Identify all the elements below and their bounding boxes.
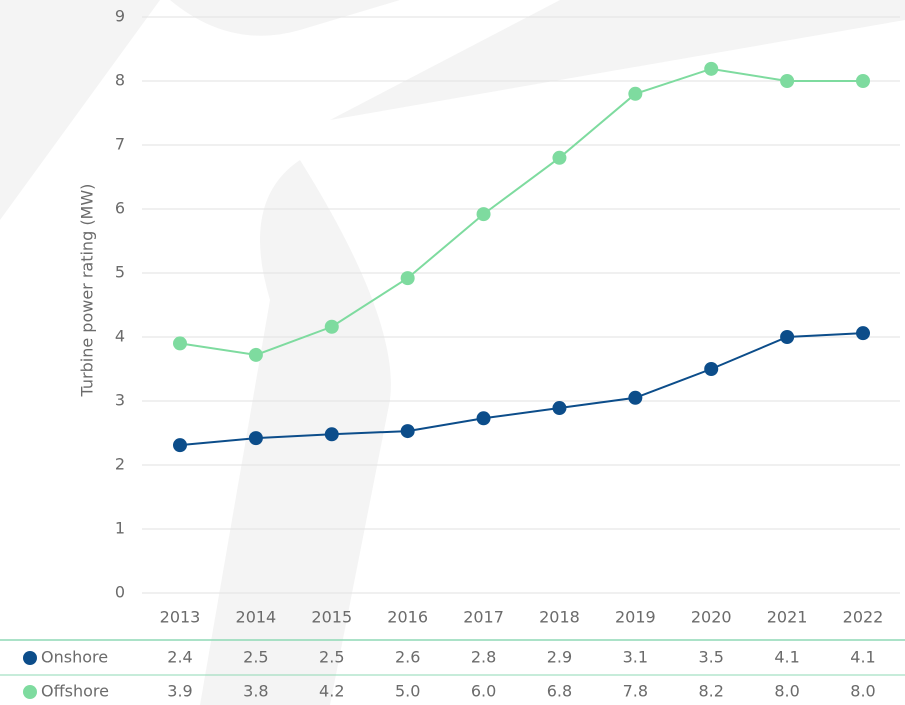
x-tick-label: 2021	[767, 608, 808, 627]
y-tick-label: 8	[115, 71, 125, 90]
table-cell: 6.8	[547, 682, 572, 701]
table-cell: 5.0	[395, 682, 420, 701]
table-cell: 8.2	[698, 682, 723, 701]
y-tick-label: 9	[115, 7, 125, 26]
data-point	[628, 390, 643, 405]
x-tick-label: 2019	[615, 608, 656, 627]
data-point	[400, 424, 415, 439]
data-point	[248, 431, 263, 446]
y-tick-label: 1	[115, 519, 125, 538]
data-point	[856, 74, 870, 88]
table-cell: 3.8	[243, 682, 268, 701]
data-point	[780, 74, 795, 88]
table-cell: 3.1	[623, 648, 648, 667]
data-point	[704, 362, 719, 376]
y-tick-label: 2	[115, 455, 125, 474]
data-point	[173, 336, 187, 351]
data-point	[400, 271, 415, 286]
y-tick-label: 3	[115, 391, 125, 410]
y-tick-label: 7	[115, 135, 125, 154]
y-axis-label: Turbine power rating (MW)	[78, 184, 97, 398]
data-point	[173, 438, 187, 453]
x-tick-label: 2013	[160, 608, 201, 627]
data-point	[248, 347, 263, 362]
legend-label: Offshore	[41, 682, 109, 701]
x-tick-label: 2015	[311, 608, 352, 627]
y-tick-label: 0	[115, 583, 125, 602]
table-cell: 2.6	[395, 648, 420, 667]
data-point	[856, 326, 870, 341]
table-cell: 4.2	[319, 682, 344, 701]
x-tick-label: 2014	[236, 608, 277, 627]
x-tick-label: 2016	[387, 608, 428, 627]
table-cell: 8.0	[774, 682, 799, 701]
data-point	[476, 411, 491, 426]
table-cell: 4.1	[850, 648, 875, 667]
data-point	[780, 330, 795, 344]
table-cell: 2.8	[471, 648, 496, 667]
data-point	[704, 61, 719, 76]
data-point	[552, 401, 567, 416]
x-tick-label: 2018	[539, 608, 580, 627]
table-cell: 3.5	[698, 648, 723, 667]
data-point	[552, 150, 567, 165]
data-point	[628, 86, 643, 101]
table-cell: 2.4	[167, 648, 192, 667]
table-cell: 2.5	[243, 648, 268, 667]
legend-label: Onshore	[41, 648, 108, 667]
legend-marker	[23, 651, 37, 665]
series-line	[179, 332, 864, 447]
background-shape	[200, 160, 391, 705]
series-line	[179, 67, 863, 356]
background-shape	[170, 0, 400, 36]
background-shape	[330, 0, 905, 120]
table-cell: 2.9	[547, 648, 572, 667]
x-tick-label: 2020	[691, 608, 732, 627]
x-tick-label: 2017	[463, 608, 504, 627]
data-point	[476, 207, 491, 222]
y-tick-label: 6	[115, 199, 125, 218]
table-cell: 4.1	[774, 648, 799, 667]
background-shape	[0, 0, 160, 220]
y-tick-label: 5	[115, 263, 125, 282]
table-cell: 6.0	[471, 682, 496, 701]
legend-marker	[23, 685, 37, 699]
data-point	[324, 319, 339, 334]
table-cell: 8.0	[850, 682, 875, 701]
table-cell: 3.9	[167, 682, 192, 701]
data-point	[324, 427, 339, 442]
table-cell: 2.5	[319, 648, 344, 667]
table-cell: 7.8	[623, 682, 648, 701]
x-tick-label: 2022	[843, 608, 884, 627]
y-tick-label: 4	[115, 327, 125, 346]
